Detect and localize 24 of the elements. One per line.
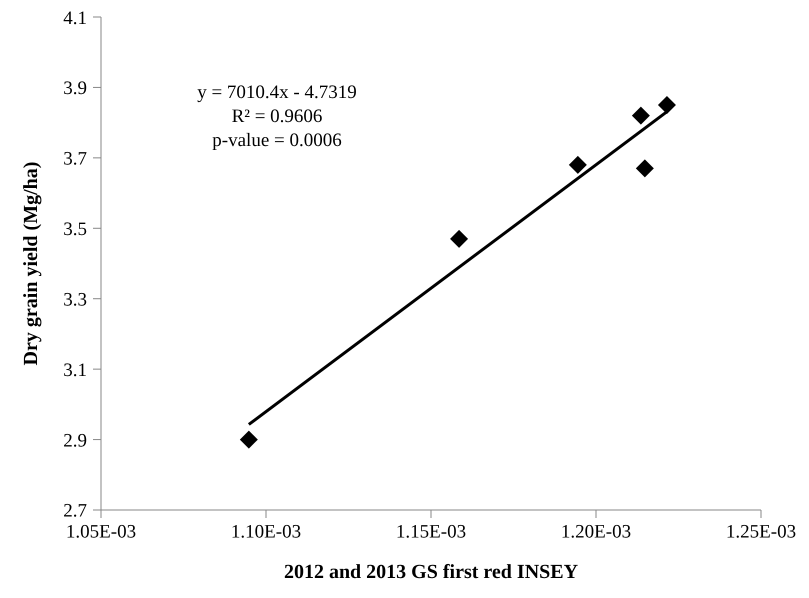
y-tick-label: 3.9: [63, 78, 87, 100]
y-tick-label: 4.1: [63, 8, 87, 29]
point: [568, 156, 587, 174]
point: [632, 106, 650, 125]
annotation: y = 7010.4x - 4.7319: [196, 81, 358, 106]
x-tick-label: 1.10E-03: [230, 521, 302, 542]
y-axis-title: Dry grain yield (Mg/ha): [20, 162, 42, 366]
x-tick-label: 1.05E-03: [66, 521, 136, 542]
y-tick-label: 3.5: [63, 219, 87, 240]
x-tick-label: 1.15E-03: [396, 521, 466, 542]
x-tick-label: 1.20E-03: [560, 521, 632, 542]
point: [240, 430, 258, 449]
y-tick-label: 3.3: [63, 289, 87, 310]
annotation: p-value = 0.0006: [211, 129, 343, 154]
point: [658, 96, 676, 114]
y-tick-label: 2.7: [63, 500, 87, 522]
point: [450, 230, 468, 248]
point: [636, 159, 654, 178]
x-tick-label: 1.25E-03: [726, 521, 796, 542]
y-tick-label: 3.7: [63, 148, 87, 170]
y-tick-label: 3.1: [63, 360, 87, 381]
annotation: R² = 0.9606: [230, 105, 324, 130]
x-axis-title: 2012 and 2013 GS first red INSEY: [284, 561, 579, 583]
y-tick-label: 2.9: [63, 430, 87, 452]
